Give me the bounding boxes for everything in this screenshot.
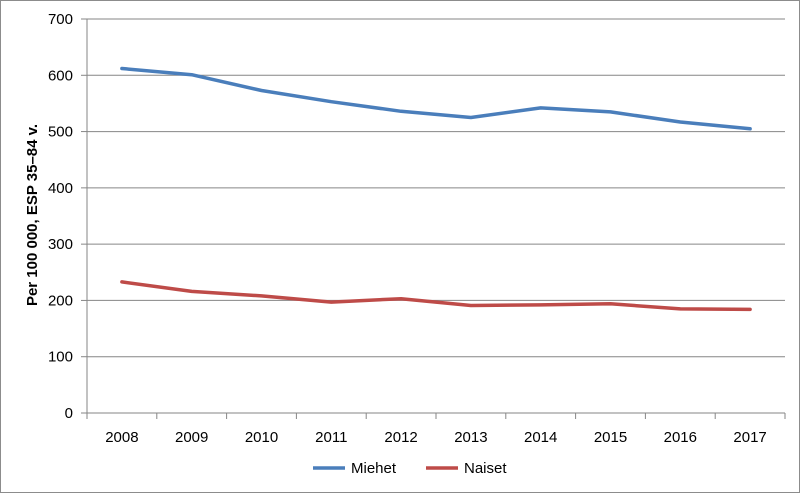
y-tick-label: 700 <box>48 11 73 28</box>
y-axis-tick-labels: 0 100 200 300 400 500 600 700 <box>48 11 73 422</box>
series-lines <box>120 66 752 312</box>
series-line-naiset <box>120 280 752 312</box>
legend: Miehet Naiset <box>313 460 507 477</box>
y-tick-label: 200 <box>48 292 73 309</box>
x-tick-label: 2013 <box>454 429 487 446</box>
series-line-miehet <box>120 66 752 131</box>
y-tick-label: 500 <box>48 124 73 141</box>
x-tick-label: 2010 <box>245 429 278 446</box>
axes <box>81 18 786 419</box>
gridlines <box>87 18 785 358</box>
x-axis-tick-labels: 2008 2009 2010 2011 2012 2013 2014 2015 2016 2017 <box>105 429 767 446</box>
y-tick-label: 100 <box>48 349 73 366</box>
x-tick-label: 2015 <box>594 429 627 446</box>
legend-label-miehet: Miehet <box>351 460 397 477</box>
y-tick-label: 400 <box>48 180 73 197</box>
x-tick-label: 2008 <box>105 429 138 446</box>
y-tick-label: 0 <box>65 405 73 422</box>
x-tick-label: 2017 <box>733 429 766 446</box>
x-tick-label: 2014 <box>524 429 557 446</box>
y-axis-title: Per 100 000, ESP 35–84 v. <box>24 124 41 306</box>
legend-label-naiset: Naiset <box>464 460 507 477</box>
x-tick-label: 2016 <box>664 429 697 446</box>
y-tick-label: 600 <box>48 67 73 84</box>
x-tick-label: 2012 <box>384 429 417 446</box>
x-tick-label: 2011 <box>315 429 347 446</box>
y-tick-label: 300 <box>48 236 73 253</box>
x-tick-label: 2009 <box>175 429 208 446</box>
